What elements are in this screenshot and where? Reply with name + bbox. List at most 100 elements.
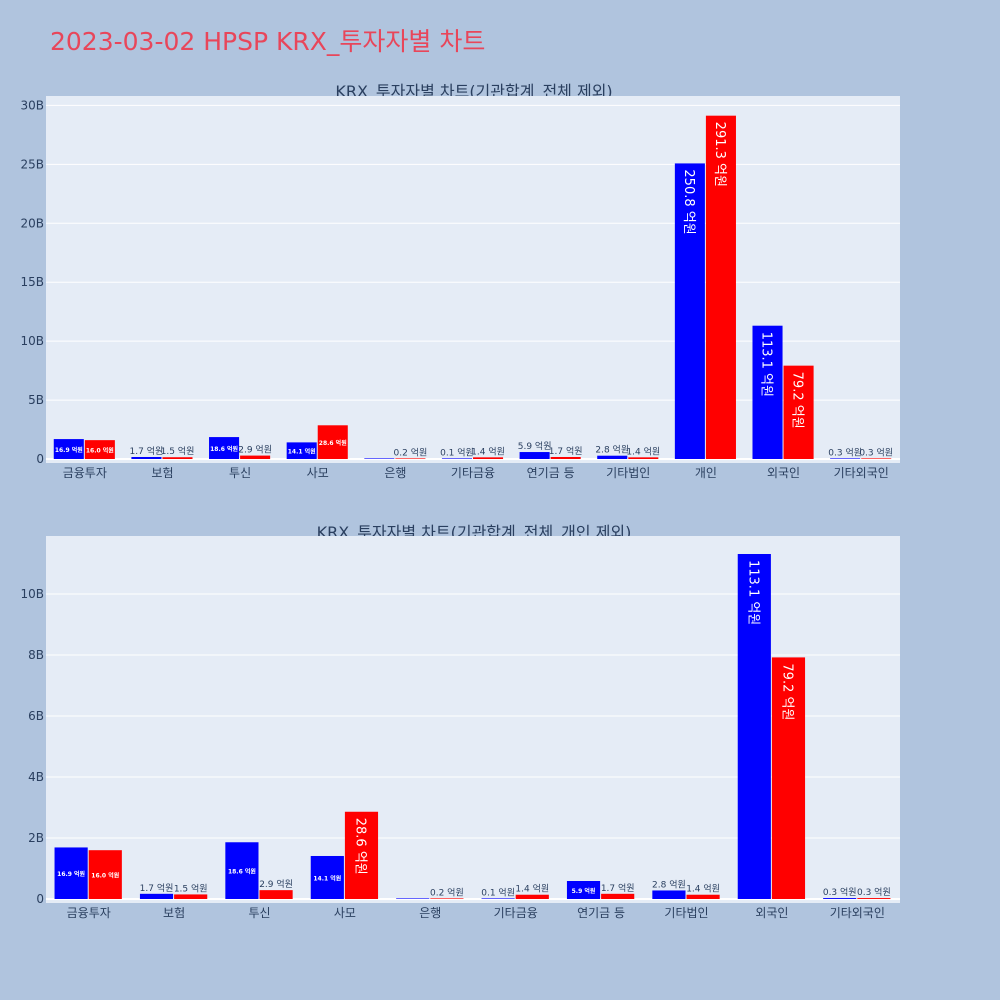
data-label: 113.1 억원 [745, 560, 760, 625]
data-label: 0.2 억원 [394, 446, 428, 458]
bar [174, 894, 208, 899]
bar [515, 894, 549, 899]
data-label: 5.9 억원 [572, 887, 596, 895]
data-label: 1.4 억원 [626, 445, 660, 457]
y-tick-label: 2B [28, 831, 44, 845]
y-tick-label: 15B [20, 275, 44, 289]
data-label: 2.9 억원 [238, 444, 272, 456]
bar [830, 458, 861, 459]
data-label: 79.2 억원 [790, 372, 805, 429]
bar [857, 898, 891, 899]
data-label: 1.4 억원 [471, 445, 505, 457]
bar [550, 456, 581, 459]
y-tick-label: 25B [20, 157, 44, 171]
y-tick-label: 20B [20, 216, 44, 230]
bar [88, 850, 122, 899]
x-tick-label: 기타외국인 [834, 466, 889, 480]
y-tick-label: 4B [28, 770, 44, 784]
data-label: 0.3 억원 [859, 446, 893, 458]
bar [430, 898, 464, 899]
bar [139, 893, 174, 899]
bar [225, 842, 259, 899]
bar [674, 163, 705, 459]
bar [344, 811, 379, 899]
page-title: 2023-03-02 HPSP KRX_투자자별 차트 [50, 27, 486, 56]
bar [652, 890, 686, 899]
data-label: 1.4 억원 [686, 883, 720, 895]
bar [240, 455, 271, 459]
y-tick-label: 30B [20, 98, 44, 112]
y-tick-label: 0 [36, 892, 44, 906]
y-tick-label: 6B [28, 709, 44, 723]
data-label: 79.2 억원 [779, 663, 794, 720]
bar [705, 115, 736, 460]
bar [395, 458, 426, 459]
data-label: 2.8 억원 [595, 444, 629, 456]
bar [752, 325, 783, 459]
data-label: 1.7 억원 [130, 445, 164, 457]
x-tick-label: 기타법인 [606, 466, 650, 480]
x-tick-label: 연기금 등 [577, 906, 625, 920]
bar [396, 898, 430, 899]
data-label: 0.3 억원 [823, 886, 857, 898]
data-label: 250.8 억원 [681, 169, 696, 234]
data-label: 14.1 억원 [288, 448, 316, 456]
x-tick-label: 은행 [419, 905, 441, 920]
bar [686, 894, 720, 899]
bar [783, 365, 814, 459]
bar [473, 457, 504, 459]
bar [54, 847, 88, 899]
bar [771, 657, 806, 899]
bar [628, 457, 659, 459]
bar [84, 440, 115, 459]
data-label: 18.6 억원 [228, 868, 256, 876]
y-tick-label: 5B [28, 393, 44, 407]
x-tick-label: 개인 [695, 466, 717, 480]
bar [481, 898, 515, 899]
x-tick-label: 금융투자 [67, 906, 111, 920]
data-label: 14.1 억원 [313, 874, 341, 882]
data-label: 5.9 억원 [518, 440, 552, 452]
x-tick-label: 금융투자 [63, 466, 107, 480]
bar [364, 458, 395, 459]
bar [519, 452, 550, 459]
data-label: 16.9 억원 [57, 870, 85, 878]
data-label: 1.7 억원 [549, 445, 583, 457]
x-tick-label: 기타법인 [664, 906, 708, 920]
x-tick-label: 보험 [163, 906, 185, 920]
x-tick-label: 투신 [248, 906, 270, 920]
data-label: 113.1 억원 [759, 332, 774, 397]
bar [823, 898, 857, 899]
y-tick-label: 10B [20, 334, 44, 348]
y-tick-label: 8B [28, 648, 44, 662]
data-label: 0.1 억원 [481, 886, 515, 898]
x-tick-label: 투신 [229, 466, 251, 480]
data-label: 1.4 억원 [515, 883, 549, 895]
bar [209, 437, 240, 459]
x-tick-label: 기타금융 [451, 466, 495, 480]
bar [286, 442, 317, 459]
x-tick-label: 기타외국인 [830, 906, 885, 920]
bar [566, 881, 601, 899]
data-label: 18.6 억원 [210, 445, 238, 453]
y-tick-label: 0 [36, 452, 44, 466]
data-label: 0.3 억원 [857, 886, 891, 898]
data-label: 28.6 억원 [352, 818, 367, 875]
data-label: 16.0 억원 [91, 872, 119, 880]
data-label: 0.1 억원 [440, 446, 474, 458]
data-label: 1.7 억원 [601, 882, 635, 894]
data-label: 28.6 억원 [319, 439, 347, 447]
x-tick-label: 사모 [307, 466, 329, 480]
x-tick-label: 연기금 등 [527, 466, 575, 480]
bar [441, 458, 472, 459]
x-tick-label: 기타금융 [494, 906, 538, 920]
x-tick-label: 외국인 [767, 466, 800, 480]
bar [310, 855, 344, 899]
bar [317, 425, 348, 459]
x-tick-label: 은행 [384, 465, 406, 480]
bar [737, 553, 771, 899]
data-label: 16.0 억원 [86, 447, 114, 455]
